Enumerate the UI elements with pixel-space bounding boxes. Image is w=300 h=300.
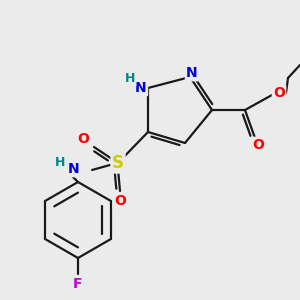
Text: O: O bbox=[273, 86, 285, 100]
Text: N: N bbox=[68, 162, 80, 176]
Text: H: H bbox=[125, 73, 135, 85]
Text: O: O bbox=[252, 138, 264, 152]
Text: O: O bbox=[77, 132, 89, 146]
Text: H: H bbox=[55, 155, 65, 169]
Text: S: S bbox=[112, 154, 124, 172]
Text: N: N bbox=[135, 81, 147, 95]
Text: O: O bbox=[114, 194, 126, 208]
Text: N: N bbox=[186, 66, 198, 80]
Text: F: F bbox=[73, 277, 83, 291]
